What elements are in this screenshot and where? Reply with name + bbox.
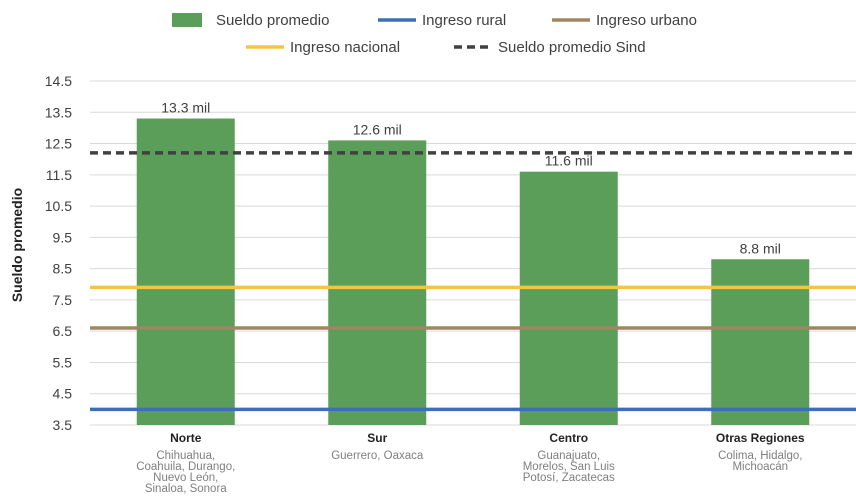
legend-label: Ingreso urbano bbox=[596, 12, 697, 29]
y-tick-label: 7.5 bbox=[53, 292, 73, 308]
category-subtitle: Michoacán bbox=[732, 461, 788, 473]
legend-label: Ingreso nacional bbox=[290, 39, 400, 56]
y-tick-label: 3.5 bbox=[53, 417, 73, 433]
bar bbox=[711, 259, 810, 425]
bar-data-label: 12.6 mil bbox=[353, 121, 402, 137]
category-subtitle: Colima, Hidalgo, bbox=[718, 450, 802, 462]
category-subtitle: Sinaloa, Sonora bbox=[145, 483, 227, 495]
category-subtitle: Chihuahua, bbox=[156, 450, 215, 462]
category-subtitle: Guerrero, Oaxaca bbox=[331, 450, 424, 462]
category-subtitle: Morelos, San Luis bbox=[523, 461, 615, 473]
category-subtitle: Potosí, Zacatecas bbox=[523, 472, 615, 484]
legend-label: Sueldo promedio Sind bbox=[498, 39, 646, 56]
legend-swatch bbox=[172, 13, 202, 27]
category-subtitle: Nuevo León, bbox=[153, 472, 218, 484]
bar bbox=[519, 171, 618, 425]
y-tick-label: 5.5 bbox=[53, 354, 73, 370]
category-name: Norte bbox=[170, 431, 202, 445]
y-tick-label: 9.5 bbox=[53, 229, 73, 245]
y-tick-label: 12.5 bbox=[45, 136, 72, 152]
legend-label: Ingreso rural bbox=[422, 12, 506, 29]
category-name: Sur bbox=[367, 431, 387, 445]
y-tick-label: 14.5 bbox=[45, 73, 72, 89]
bar bbox=[328, 140, 427, 425]
legend-label: Sueldo promedio bbox=[216, 12, 329, 29]
category-subtitle: Guanajuato, bbox=[537, 450, 600, 462]
bars bbox=[136, 118, 810, 425]
y-tick-label: 10.5 bbox=[45, 198, 72, 214]
legend: Sueldo promedio Ingreso rural Ingreso urba… bbox=[172, 12, 697, 56]
y-tick-label: 4.5 bbox=[53, 386, 73, 402]
bar-data-labels: 13.3 mil 12.6 mil 11.6 mil 8.8 mil bbox=[161, 100, 781, 257]
y-axis-ticks: 14.5 13.5 12.5 11.5 10.5 9.5 8.5 7.5 6.5 5.5 4.5 3.… bbox=[45, 73, 72, 433]
x-axis-categories: Norte Chihuahua,Coahuila, Durango,Nuevo L… bbox=[136, 431, 805, 495]
bar-data-label: 13.3 mil bbox=[161, 100, 210, 116]
y-tick-label: 6.5 bbox=[53, 323, 73, 339]
y-axis-title: Sueldo promedio bbox=[9, 188, 25, 302]
category-name: Otras Regiones bbox=[716, 431, 805, 445]
bar-data-label: 11.6 mil bbox=[545, 153, 593, 169]
bar bbox=[136, 118, 235, 425]
bar-data-label: 8.8 mil bbox=[740, 240, 781, 256]
reference-lines bbox=[90, 151, 856, 412]
category-subtitle: Coahuila, Durango, bbox=[136, 461, 235, 473]
y-tick-label: 8.5 bbox=[53, 261, 73, 277]
category-name: Centro bbox=[549, 431, 588, 445]
y-tick-label: 13.5 bbox=[45, 104, 72, 120]
y-tick-label: 11.5 bbox=[46, 167, 72, 183]
